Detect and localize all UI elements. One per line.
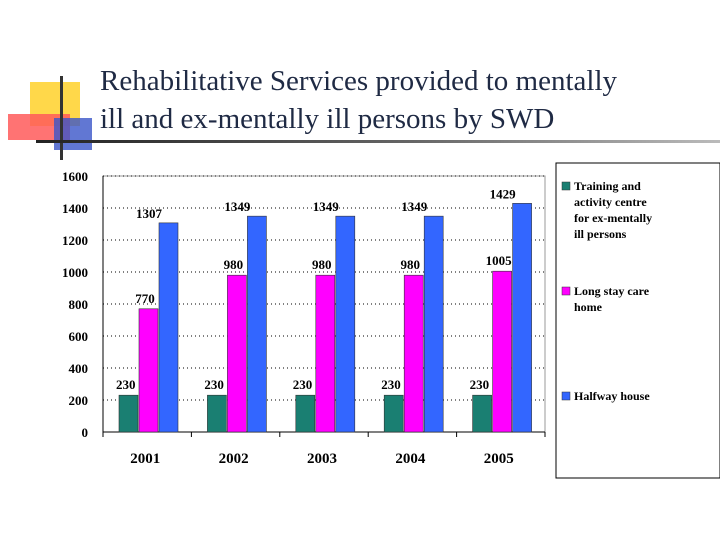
- decor-horizontal-rule: [36, 140, 720, 143]
- bar-long-stay-care-home: [403, 274, 424, 433]
- bar-long-stay-care-home: [492, 270, 512, 433]
- legend-label: Training and: [574, 179, 641, 193]
- y-tick-label: 1000: [62, 265, 88, 280]
- data-label: 230: [381, 377, 401, 392]
- x-tick-label: 2002: [219, 451, 249, 467]
- data-label: 1307: [136, 206, 163, 221]
- legend-label: activity centre: [574, 195, 647, 209]
- data-label: 1349: [313, 199, 340, 214]
- bar-training-centre: [383, 394, 404, 433]
- x-tick-label: 2001: [130, 451, 160, 467]
- slide-title-line-2: ill and ex-mentally ill persons by SWD: [100, 103, 555, 135]
- bar-training-centre: [118, 394, 139, 433]
- bar-training-centre: [207, 394, 227, 433]
- y-tick-label: 1600: [62, 169, 88, 184]
- decor-vertical-line: [60, 76, 63, 160]
- bar-long-stay-care-home: [227, 274, 247, 433]
- legend-label: ill persons: [574, 227, 627, 241]
- y-tick-label: 200: [69, 393, 89, 408]
- data-label: 230: [293, 377, 313, 392]
- data-label: 230: [204, 377, 224, 392]
- data-label: 980: [312, 257, 332, 272]
- data-label: 1005: [486, 253, 513, 268]
- y-tick-label: 800: [69, 297, 89, 312]
- data-label: 770: [135, 291, 155, 306]
- y-tick-label: 0: [82, 425, 89, 440]
- bar-long-stay-care-home: [138, 308, 159, 433]
- data-label: 1349: [224, 199, 251, 214]
- legend-label: for ex-mentally: [574, 211, 652, 225]
- y-tick-label: 600: [69, 329, 89, 344]
- data-label: 230: [116, 377, 136, 392]
- y-tick-label: 1400: [62, 201, 88, 216]
- x-tick-label: 2003: [307, 451, 337, 467]
- data-label: 230: [470, 377, 490, 392]
- bar-halfway-house: [423, 215, 444, 433]
- legend-box: [555, 162, 720, 479]
- bar-training-centre: [472, 394, 492, 433]
- bar-halfway-house: [158, 222, 179, 433]
- slide-title: Rehabilitative Services provided to ment…: [100, 62, 710, 138]
- y-tick-label: 1200: [62, 233, 88, 248]
- bar-long-stay-care-home: [315, 274, 336, 433]
- legend-swatch: [561, 181, 571, 191]
- y-tick-label: 400: [69, 361, 89, 376]
- data-label: 1429: [490, 186, 517, 201]
- slide-title-line-1: Rehabilitative Services provided to ment…: [100, 65, 618, 97]
- x-tick-label: 2004: [395, 451, 426, 467]
- legend-swatch: [561, 391, 571, 401]
- bar-halfway-house: [335, 215, 356, 433]
- legend-label: Halfway house: [574, 389, 650, 403]
- legend-swatch: [561, 286, 571, 296]
- x-tick-label: 2005: [484, 451, 514, 467]
- bar-halfway-house: [512, 203, 532, 433]
- legend-label: home: [574, 300, 603, 314]
- legend-label: Long stay care: [574, 284, 650, 298]
- data-label: 980: [224, 257, 244, 272]
- bar-halfway-house: [247, 215, 267, 433]
- bar-training-centre: [295, 394, 316, 433]
- data-label: 1349: [401, 199, 428, 214]
- data-label: 980: [400, 257, 420, 272]
